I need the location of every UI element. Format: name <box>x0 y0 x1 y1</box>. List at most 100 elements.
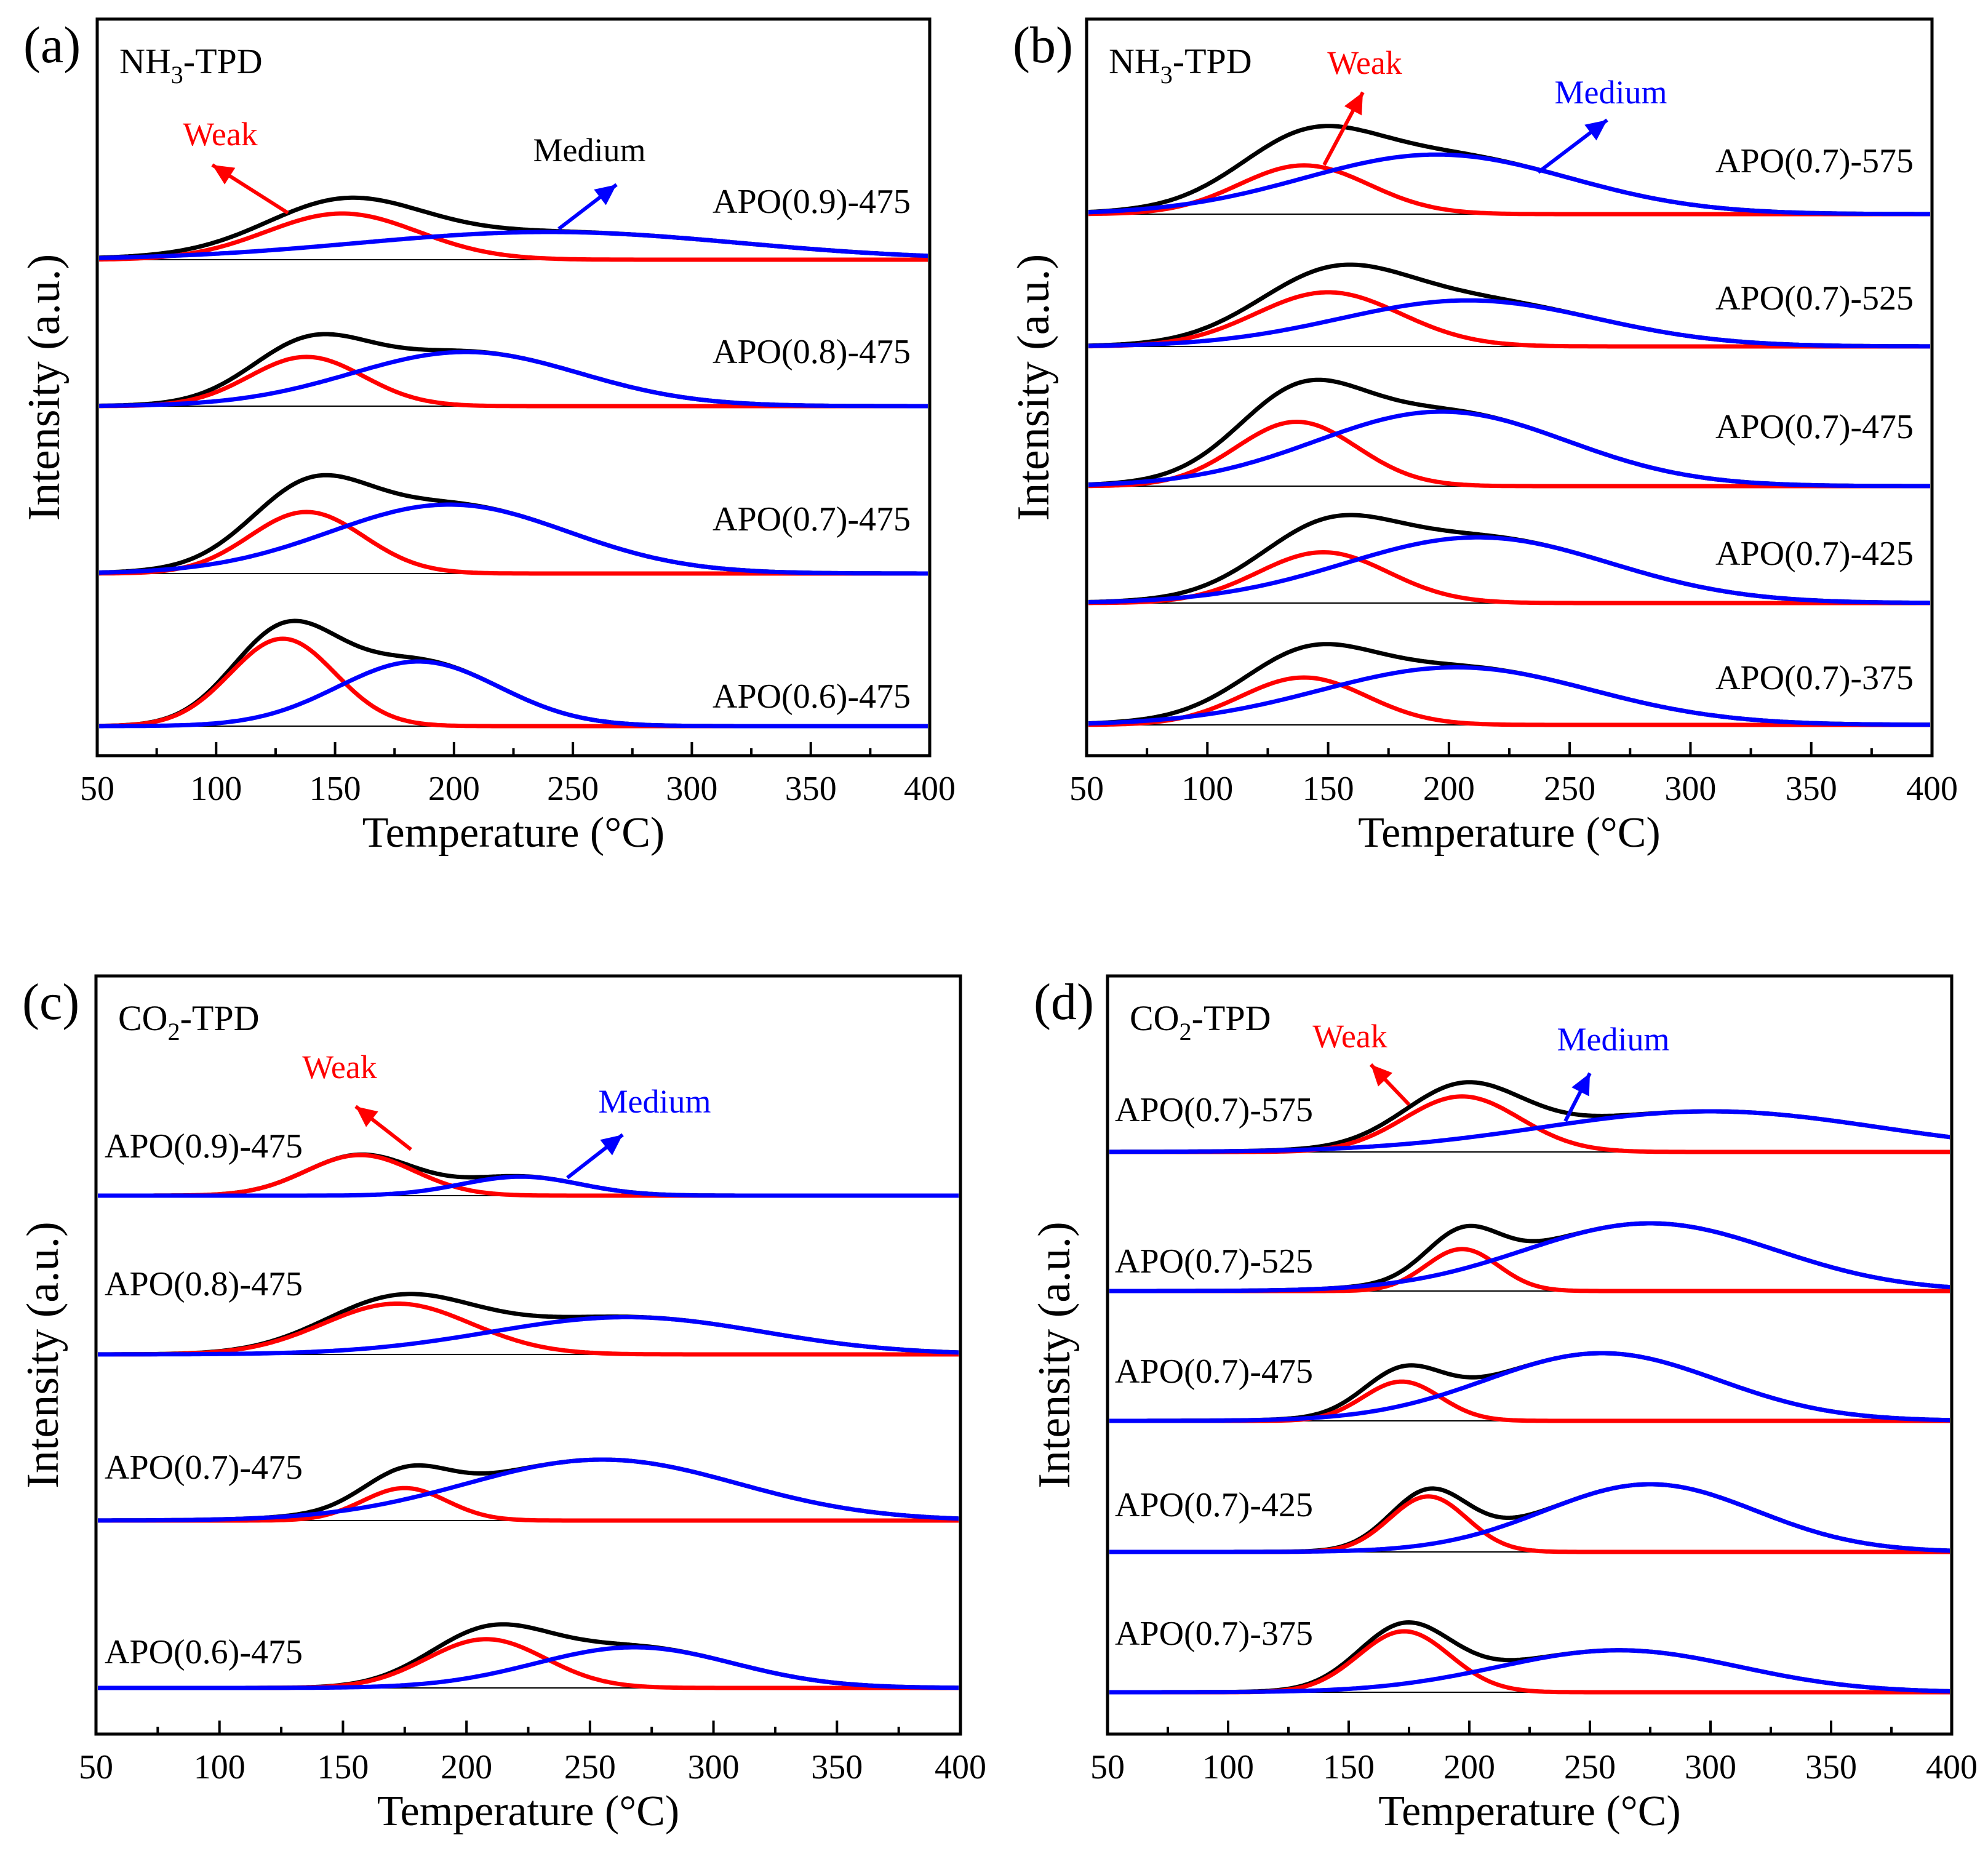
medium-annotation: Medium <box>599 1083 711 1120</box>
medium-peak-curve <box>1088 665 1930 727</box>
weak-peak-curve <box>99 211 928 262</box>
series-APO(0.7)-475 <box>99 473 928 576</box>
x-tick-label: 350 <box>1805 1748 1857 1786</box>
x-tick-label: 100 <box>190 770 242 808</box>
y-axis-label: Intensity (a.u.) <box>1008 254 1059 521</box>
title-subscript: 3 <box>1160 61 1173 89</box>
title-rest: -TPD <box>183 41 263 81</box>
x-tick-label: 300 <box>688 1748 740 1786</box>
x-tick-label: 400 <box>935 1748 986 1786</box>
x-tick-label: 300 <box>1664 770 1716 808</box>
medium-peak-curve <box>1088 152 1930 217</box>
medium-arrow <box>557 183 618 231</box>
weak-arrow <box>211 163 289 215</box>
y-axis-label: Intensity (a.u.) <box>19 254 70 521</box>
weak-annotation: Weak <box>1312 1018 1387 1055</box>
title-rest: -TPD <box>1192 998 1271 1038</box>
series-label: APO(0.7)-525 <box>1715 279 1914 318</box>
series-label: APO(0.9)-475 <box>713 183 911 221</box>
y-axis-label: Intensity (a.u.) <box>1029 1221 1080 1489</box>
x-tick-label: 250 <box>564 1748 616 1786</box>
x-tick-label: 200 <box>428 770 480 808</box>
panel-c: 50 100 150 200 250 300 350 400 Temperature (°C) I… <box>18 973 986 1835</box>
x-tick-label: 250 <box>547 770 599 808</box>
x-axis: 50 100 150 200 250 300 350 400 <box>1090 1721 1978 1786</box>
x-tick-label: 100 <box>194 1748 246 1786</box>
weak-arrow <box>1369 1063 1411 1106</box>
series-label: APO(0.7)-575 <box>1715 142 1914 180</box>
series-label: APO(0.7)-375 <box>1715 659 1914 697</box>
x-tick-label: 150 <box>1303 770 1354 808</box>
weak-arrow-head <box>356 1106 378 1127</box>
series-APO(0.7)-575 <box>1088 124 1930 217</box>
series-label: APO(0.7)-475 <box>105 1449 303 1487</box>
x-tick-label: 350 <box>811 1748 863 1786</box>
series-label: APO(0.7)-475 <box>713 500 911 538</box>
medium-peak-curve <box>1109 1221 1950 1293</box>
series-APO(0.7)-525 <box>1088 262 1930 349</box>
series-label: APO(0.6)-475 <box>713 678 911 716</box>
series-label: APO(0.7)-425 <box>1115 1486 1313 1524</box>
x-tick-label: 400 <box>1906 770 1958 808</box>
medium-arrow-head <box>1571 1073 1590 1097</box>
series-APO(0.7)-475 <box>1109 1351 1950 1423</box>
medium-arrow-head <box>594 185 617 206</box>
medium-peak-curve <box>98 1315 959 1357</box>
x-axis-label: Temperature (°C) <box>1358 809 1660 857</box>
x-tick-label: 300 <box>1685 1748 1736 1786</box>
panel-title: CO2-TPD <box>1130 998 1271 1045</box>
x-tick-label: 100 <box>1181 770 1233 808</box>
x-tick-label: 50 <box>79 1748 113 1786</box>
title-main: NH <box>1109 41 1160 81</box>
medium-peak-curve <box>99 502 928 576</box>
title-rest: -TPD <box>1173 41 1252 81</box>
medium-peak-curve <box>1109 1109 1950 1154</box>
plot-frame <box>1085 17 1934 758</box>
medium-arrow <box>1537 118 1608 174</box>
medium-annotation: Medium <box>533 132 646 169</box>
x-axis: 50 100 150 200 250 300 350 400 <box>1069 742 1958 808</box>
title-subscript: 3 <box>171 61 183 89</box>
x-tick-label: 250 <box>1544 770 1595 808</box>
medium-peak-curve <box>99 230 928 260</box>
panel-title: NH3-TPD <box>119 41 263 89</box>
x-tick-label: 200 <box>441 1748 492 1786</box>
x-tick-label: 200 <box>1423 770 1475 808</box>
title-main: CO <box>1130 998 1180 1038</box>
medium-peak-curve <box>1109 1648 1950 1695</box>
medium-arrow <box>1563 1072 1592 1122</box>
x-axis: 50 100 150 200 250 300 350 400 <box>79 1721 986 1786</box>
series-label: APO(0.7)-475 <box>1715 408 1914 446</box>
series-label: APO(0.8)-475 <box>713 333 911 371</box>
panel-title: CO2-TPD <box>118 998 259 1045</box>
series-label: APO(0.9)-475 <box>105 1127 303 1165</box>
weak-arrow-head <box>212 165 236 185</box>
medium-annotation: Medium <box>1555 74 1667 111</box>
series-APO(0.7)-575 <box>1109 1080 1950 1154</box>
panel-label: (b) <box>1013 17 1073 74</box>
series-label: APO(0.7)-425 <box>1715 535 1914 573</box>
title-rest: -TPD <box>180 998 260 1038</box>
weak-annotation: Weak <box>302 1049 377 1085</box>
x-tick-label: 400 <box>1926 1748 1978 1786</box>
x-tick-label: 150 <box>317 1748 369 1786</box>
weak-annotation: Weak <box>1327 44 1402 81</box>
series-APO(0.9)-475 <box>99 195 928 262</box>
series-label: APO(0.7)-525 <box>1115 1242 1313 1281</box>
medium-arrow-head <box>1584 120 1607 141</box>
x-axis: 50 100 150 200 250 300 350 400 <box>80 742 956 808</box>
title-main: CO <box>118 998 168 1038</box>
x-tick-label: 350 <box>1786 770 1837 808</box>
series-APO(0.9)-475 <box>98 1152 959 1198</box>
series-APO(0.7)-375 <box>1088 642 1930 727</box>
x-axis-label: Temperature (°C) <box>362 809 665 857</box>
y-axis-label: Intensity (a.u.) <box>18 1221 68 1489</box>
weak-arrow <box>354 1105 412 1151</box>
medium-peak-curve <box>1109 1351 1950 1423</box>
series-APO(0.7)-475 <box>98 1457 959 1523</box>
series-APO(0.6)-475 <box>99 618 928 729</box>
weak-arrow <box>1322 91 1365 166</box>
medium-arrow-head <box>600 1135 623 1156</box>
medium-peak-curve <box>99 350 928 409</box>
